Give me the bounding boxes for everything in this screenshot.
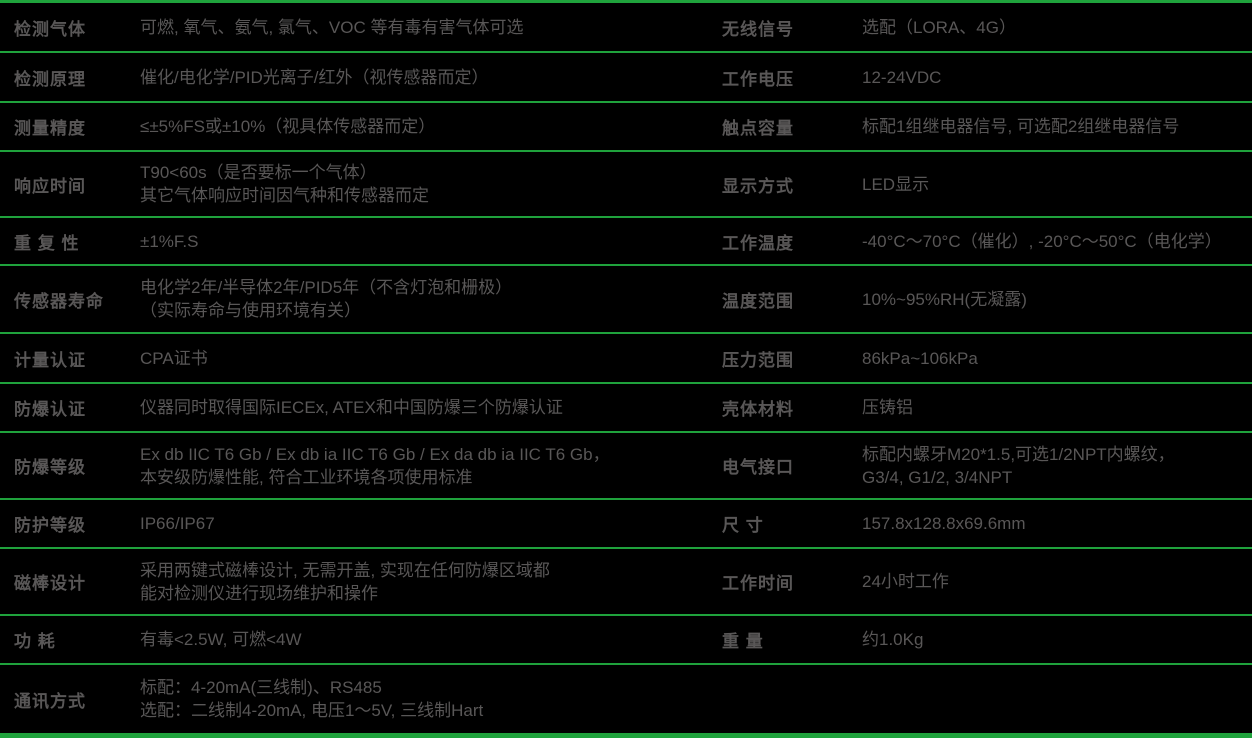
value-line: 157.8x128.8x69.6mm: [862, 514, 1026, 533]
right-spec-label: 显示方式: [722, 176, 794, 196]
left-spec-value: 仪器同时取得国际IECEx, ATEX和中国防爆三个防爆认证: [140, 396, 700, 419]
left-spec-label: 功 耗: [14, 632, 56, 651]
value-line: 其它气体响应时间因气种和传感器而定: [140, 186, 429, 205]
right-spec-value: 约1.0Kg: [862, 628, 1252, 651]
value-line: 10%~95%RH(无凝露): [862, 289, 1027, 309]
table-row: 测量精度 ≤±5%FS或±10%（视具体传感器而定） 触点容量 标配1组继电器信…: [0, 103, 1252, 152]
table-row: 防爆等级 Ex db IIC T6 Gb / Ex db ia IIC T6 G…: [0, 433, 1252, 500]
right-spec-label: 温度范围: [722, 291, 794, 311]
left-spec-value: 标配：4-20mA(三线制)、RS485 选配：二线制4-20mA, 电压1～5V…: [140, 676, 700, 722]
right-spec-value: -40°C～70°C（催化）, -20°C～50°C（电化学）: [862, 230, 1252, 253]
value-line: 选配（LORA、4G）: [862, 17, 1016, 37]
right-spec-value: 标配1组继电器信号, 可选配2组继电器信号: [862, 115, 1252, 138]
value-line: 标配：4-20mA(三线制)、RS485: [140, 678, 382, 697]
value-line: CPA证书: [140, 348, 208, 368]
right-spec-value: 86kPa~106kPa: [862, 347, 1252, 370]
left-spec-value: 可燃, 氧气、氨气, 氯气、VOC 等有毒有害气体可选: [140, 16, 700, 39]
right-spec-label: 无线信号: [722, 19, 794, 39]
value-line: 选配：二线制4-20mA, 电压1～5V, 三线制Hart: [140, 701, 484, 720]
left-spec-label: 通讯方式: [14, 691, 86, 711]
value-line: （实际寿命与使用环境有关）: [140, 301, 361, 320]
left-spec-value: ±1%F.S: [140, 230, 700, 253]
value-line: 能对检测仪进行现场维护和操作: [140, 583, 378, 603]
left-spec-label: 响应时间: [14, 176, 86, 196]
value-line: ≤±5%FS或±10%（视具体传感器而定）: [140, 117, 436, 136]
value-line: 压铸铝: [862, 398, 913, 417]
right-spec-label: 触点容量: [722, 119, 794, 138]
right-spec-label: 工作时间: [722, 574, 794, 593]
right-spec-value: 压铸铝: [862, 396, 1252, 419]
left-spec-value: 电化学2年/半导体2年/PID5年（不含灯泡和栅极） （实际寿命与使用环境有关）: [140, 276, 700, 322]
left-spec-label: 防护等级: [14, 516, 86, 535]
right-spec-label: 工作温度: [722, 233, 794, 253]
right-spec-value: 12-24VDC: [862, 66, 1252, 89]
table-row: 传感器寿命 电化学2年/半导体2年/PID5年（不含灯泡和栅极） （实际寿命与使用…: [0, 266, 1252, 334]
value-line: 12-24VDC: [862, 67, 942, 87]
value-line: T90<60s（是否要标一个气体）: [140, 163, 377, 182]
right-spec-value: 157.8x128.8x69.6mm: [862, 512, 1252, 535]
value-line: 约1.0Kg: [862, 630, 924, 649]
left-spec-value: 有毒<2.5W, 可燃<4W: [140, 628, 700, 651]
table-row: 重 复 性 ±1%F.S 工作温度 -40°C～70°C（催化）, -20°C～…: [0, 218, 1252, 266]
left-spec-label: 重 复 性: [14, 233, 80, 253]
right-spec-label: 工作电压: [722, 69, 794, 89]
left-spec-value: IP66/IP67: [140, 512, 700, 535]
left-spec-label: 测量精度: [14, 119, 86, 138]
left-spec-value: CPA证书: [140, 347, 700, 370]
right-spec-value: 标配内螺牙M20*1.5,可选1/2NPT内螺纹， G3/4, G1/2, 3/4…: [862, 443, 1252, 489]
value-line: 仪器同时取得国际IECEx, ATEX和中国防爆三个防爆认证: [140, 398, 563, 417]
value-line: 标配内螺牙M20*1.5,可选1/2NPT内螺纹，: [862, 444, 1175, 464]
left-spec-label: 磁棒设计: [14, 574, 86, 593]
right-spec-label: 尺 寸: [722, 516, 764, 535]
value-line: 24小时工作: [862, 572, 949, 591]
left-spec-value: 催化/电化学/PID光离子/红外（视传感器而定）: [140, 66, 700, 89]
left-spec-label: 防爆认证: [14, 400, 86, 419]
value-line: -40°C～70°C（催化）, -20°C～50°C（电化学）: [862, 231, 1222, 251]
value-line: 本安级防爆性能, 符合工业环境各项使用标准: [140, 467, 473, 487]
value-line: 采用两键式磁棒设计, 无需开盖, 实现在任何防爆区域都: [140, 560, 550, 580]
right-spec-label: 压力范围: [722, 350, 794, 370]
table-row: 功 耗 有毒<2.5W, 可燃<4W 重 量 约1.0Kg: [0, 616, 1252, 665]
right-spec-value: 24小时工作: [862, 570, 1252, 593]
right-spec-value: 选配（LORA、4G）: [862, 16, 1252, 39]
value-line: 有毒<2.5W, 可燃<4W: [140, 630, 302, 649]
value-line: LED显示: [862, 174, 930, 194]
value-line: ±1%F.S: [140, 231, 199, 251]
left-spec-value: Ex db IIC T6 Gb / Ex db ia IIC T6 Gb / E…: [140, 443, 700, 489]
left-spec-label: 检测气体: [14, 19, 86, 39]
table-row: 磁棒设计 采用两键式磁棒设计, 无需开盖, 实现在任何防爆区域都 能对检测仪进行现…: [0, 549, 1252, 616]
right-spec-value: 10%~95%RH(无凝露): [862, 288, 1252, 311]
value-line: 86kPa~106kPa: [862, 348, 978, 368]
value-line: 电化学2年/半导体2年/PID5年（不含灯泡和栅极）: [140, 278, 513, 297]
table-row: 防爆认证 仪器同时取得国际IECEx, ATEX和中国防爆三个防爆认证 壳体材料…: [0, 384, 1252, 433]
table-row: 检测气体 可燃, 氧气、氨气, 氯气、VOC 等有毒有害气体可选 无线信号 选配…: [0, 3, 1252, 53]
table-row: 计量认证 CPA证书 压力范围 86kPa~106kPa: [0, 334, 1252, 384]
right-spec-label: 壳体材料: [722, 400, 794, 419]
left-spec-value: T90<60s（是否要标一个气体） 其它气体响应时间因气种和传感器而定: [140, 161, 700, 207]
left-spec-label: 检测原理: [14, 69, 86, 89]
left-spec-label: 传感器寿命: [14, 291, 104, 311]
table-row: 检测原理 催化/电化学/PID光离子/红外（视传感器而定） 工作电压 12-24…: [0, 53, 1252, 103]
value-line: Ex db IIC T6 Gb / Ex db ia IIC T6 Gb / E…: [140, 444, 610, 464]
value-line: 催化/电化学/PID光离子/红外（视传感器而定）: [140, 67, 489, 87]
bottom-green-bar: [0, 733, 1252, 738]
table-row: 响应时间 T90<60s（是否要标一个气体） 其它气体响应时间因气种和传感器而定 …: [0, 152, 1252, 218]
left-spec-label: 计量认证: [14, 350, 86, 370]
table-row: 防护等级 IP66/IP67 尺 寸 157.8x128.8x69.6mm: [0, 500, 1252, 549]
value-line: IP66/IP67: [140, 514, 215, 533]
left-spec-label: 防爆等级: [14, 458, 86, 477]
left-spec-value: ≤±5%FS或±10%（视具体传感器而定）: [140, 115, 700, 138]
right-spec-label: 电气接口: [722, 458, 794, 477]
value-line: G3/4, G1/2, 3/4NPT: [862, 467, 1013, 487]
right-spec-value: LED显示: [862, 173, 1252, 196]
table-row: 通讯方式 标配：4-20mA(三线制)、RS485 选配：二线制4-20mA, 电…: [0, 665, 1252, 733]
right-spec-label: 重 量: [722, 632, 764, 651]
value-line: 可燃, 氧气、氨气, 氯气、VOC 等有毒有害气体可选: [140, 17, 524, 37]
left-spec-value: 采用两键式磁棒设计, 无需开盖, 实现在任何防爆区域都 能对检测仪进行现场维护和操…: [140, 559, 700, 605]
value-line: 标配1组继电器信号, 可选配2组继电器信号: [862, 117, 1180, 136]
